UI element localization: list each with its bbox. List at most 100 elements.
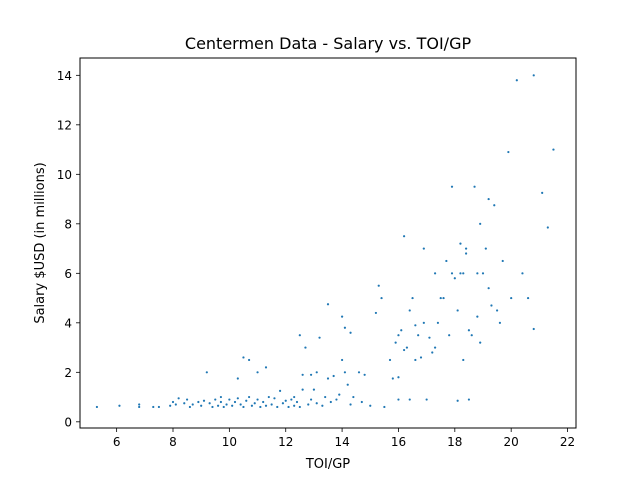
y-tick-label: 8: [64, 217, 72, 231]
data-point: [515, 79, 518, 82]
data-point: [250, 404, 254, 407]
data-point: [459, 242, 462, 245]
data-point: [211, 405, 214, 409]
data-point: [118, 404, 121, 407]
data-point: [456, 399, 459, 402]
data-point: [479, 341, 482, 344]
data-point: [301, 373, 304, 376]
axes-frame: [79, 57, 577, 429]
data-point: [298, 334, 301, 337]
data-point: [493, 204, 496, 207]
data-point: [400, 329, 403, 332]
data-point: [338, 393, 341, 396]
data-point: [332, 374, 335, 378]
data-point: [219, 395, 223, 399]
data-point: [171, 400, 175, 404]
data-point: [369, 404, 372, 407]
data-point: [417, 334, 420, 337]
y-tick-label: 6: [64, 267, 72, 281]
y-tick-label: 2: [64, 366, 72, 380]
y-tick-label: 12: [57, 118, 72, 132]
data-point: [346, 383, 349, 386]
data-point: [304, 346, 307, 349]
data-point: [295, 400, 299, 404]
data-point: [236, 377, 239, 380]
data-point: [278, 389, 282, 392]
data-point: [481, 272, 485, 275]
data-point: [138, 403, 141, 406]
data-point: [307, 403, 310, 406]
data-point: [462, 358, 465, 362]
data-point: [231, 404, 234, 407]
data-point: [253, 402, 256, 405]
data-point: [197, 400, 200, 404]
data-point: [490, 304, 493, 307]
data-point: [464, 252, 468, 255]
x-tick-label: 12: [278, 435, 293, 449]
data-point: [293, 395, 296, 399]
data-point: [208, 402, 211, 405]
data-point: [169, 404, 172, 407]
x-tick-label: 6: [113, 435, 121, 449]
data-point: [422, 247, 425, 250]
data-point: [326, 303, 330, 306]
data-point: [467, 329, 471, 332]
data-point: [363, 373, 366, 376]
data-point: [256, 371, 259, 374]
data-point: [95, 405, 99, 409]
data-point: [408, 398, 411, 401]
y-tick-label: 10: [57, 168, 72, 182]
data-point: [349, 331, 352, 334]
x-tick-label: 22: [560, 435, 575, 449]
data-point: [442, 296, 445, 300]
data-point: [202, 399, 206, 402]
data-point: [467, 398, 471, 401]
data-point: [309, 398, 313, 401]
x-tick-label: 14: [334, 435, 349, 449]
data-point: [185, 398, 189, 401]
data-point: [510, 296, 513, 300]
data-point: [414, 358, 417, 362]
data-point: [216, 404, 220, 407]
data-point: [222, 405, 225, 409]
data-point: [270, 403, 273, 406]
chart-title: Centermen Data - Salary vs. TOI/GP: [185, 34, 472, 53]
data-point: [315, 371, 318, 374]
data-point: [236, 397, 239, 400]
data-point: [448, 334, 451, 337]
data-point: [343, 326, 347, 329]
data-point: [532, 74, 535, 77]
data-point: [352, 395, 355, 399]
data-point: [374, 311, 378, 315]
y-tick-label: 4: [64, 316, 72, 330]
data-point: [276, 405, 279, 409]
data-point: [433, 272, 437, 275]
data-point: [391, 377, 394, 380]
data-point: [321, 404, 324, 407]
data-point: [425, 398, 428, 401]
data-point: [219, 400, 223, 404]
data-point: [388, 358, 392, 362]
data-point: [315, 402, 318, 405]
data-point: [324, 395, 327, 399]
data-point: [281, 402, 285, 405]
tick-layer: 6 8 10 12 14 16 18 20 22 0 2 4 6 8 10 12 14: [57, 69, 575, 449]
data-point: [256, 398, 259, 401]
data-point: [552, 148, 555, 151]
data-point: [470, 334, 473, 337]
data-point: [487, 197, 490, 201]
data-point: [177, 397, 180, 400]
x-tick-label: 8: [169, 435, 177, 449]
data-point: [411, 296, 414, 300]
data-point: [191, 403, 194, 406]
data-point: [174, 403, 177, 406]
data-point: [473, 185, 476, 188]
data-point: [428, 336, 431, 339]
data-point: [546, 226, 549, 229]
data-point: [239, 403, 242, 406]
data-point: [397, 334, 400, 337]
data-point: [188, 405, 192, 409]
x-tick-label: 10: [222, 435, 237, 449]
